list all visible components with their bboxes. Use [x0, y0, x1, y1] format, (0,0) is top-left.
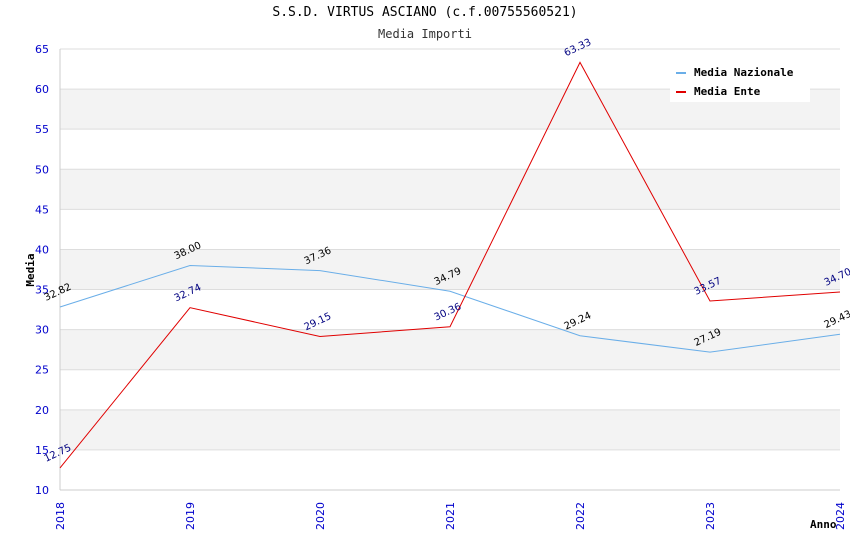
- grid-band: [60, 329, 840, 370]
- grid-band: [60, 249, 840, 290]
- x-tick-label: 2023: [704, 502, 717, 530]
- x-tick-label: 2018: [54, 502, 67, 530]
- grid-band: [60, 369, 840, 410]
- chart-title: S.S.D. VIRTUS ASCIANO (c.f.00755560521): [272, 5, 578, 20]
- x-axis-label: Anno: [810, 518, 837, 531]
- y-tick-label: 45: [35, 203, 49, 216]
- x-axis-ticks: 2018 2019 2020 2021 2022 2023 2024: [54, 502, 847, 530]
- chart-subtitle: Media Importi: [378, 27, 472, 41]
- legend-label: Media Nazionale: [694, 66, 794, 79]
- x-tick-label: 2024: [834, 502, 847, 530]
- grid-band: [60, 289, 840, 330]
- grid-band: [60, 409, 840, 450]
- y-axis-ticks: 10 15 20 25 30 35 40 45 50 55 60 65: [35, 43, 49, 497]
- y-tick-label: 30: [35, 324, 49, 337]
- legend-label: Media Ente: [694, 85, 761, 98]
- series-line-media-nazionale: [59, 264, 841, 353]
- y-tick-label: 55: [35, 123, 49, 136]
- x-tick-label: 2020: [314, 502, 327, 530]
- series-lines: [59, 61, 841, 469]
- y-tick-label: 10: [35, 484, 49, 497]
- y-axis-label: Media: [24, 253, 37, 286]
- y-tick-label: 65: [35, 43, 49, 56]
- grid-band: [60, 169, 840, 210]
- series-line-media-ente: [59, 61, 841, 469]
- x-tick-label: 2022: [574, 502, 587, 530]
- y-tick-label: 50: [35, 163, 49, 176]
- y-tick-label: 25: [35, 364, 49, 377]
- grid-band: [60, 449, 840, 490]
- x-tick-label: 2021: [444, 502, 457, 530]
- y-tick-label: 60: [35, 83, 49, 96]
- y-tick-label: 20: [35, 404, 49, 417]
- x-tick-label: 2019: [184, 502, 197, 530]
- grid-band: [60, 129, 840, 170]
- axes: [59, 49, 840, 491]
- grid-bands: [60, 49, 840, 490]
- legend: Media Nazionale Media Ente: [670, 60, 810, 102]
- legend-box: [670, 60, 810, 102]
- y-tick-label: 15: [35, 444, 49, 457]
- grid-band: [60, 209, 840, 250]
- y-tick-label: 40: [35, 243, 49, 256]
- y-tick-label: 35: [35, 284, 49, 297]
